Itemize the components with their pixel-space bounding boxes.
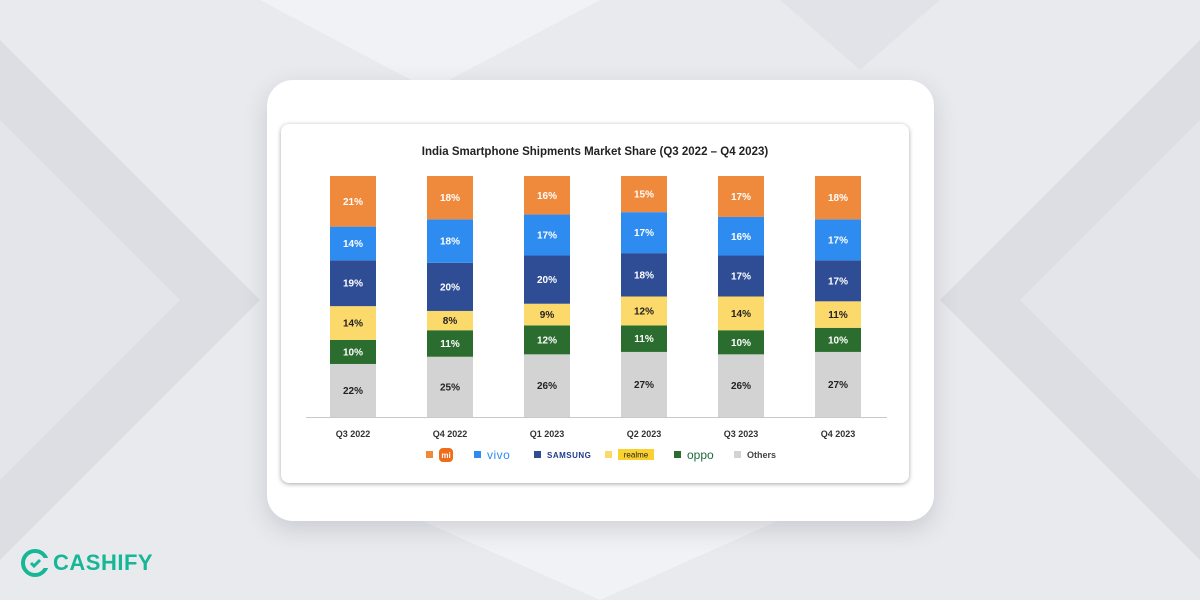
- data-label: 11%: [634, 334, 654, 345]
- legend-label: Others: [747, 450, 776, 460]
- bar-segment-oppo: [621, 325, 667, 352]
- bar-segment-samsung: [815, 260, 861, 302]
- bar-segment-oppo: [524, 325, 570, 355]
- data-label: 25%: [440, 382, 460, 393]
- bar-segment-vivo: [330, 226, 376, 261]
- bar-segment-realme: [815, 301, 861, 328]
- data-label: 27%: [634, 380, 654, 391]
- data-label: 8%: [443, 316, 458, 327]
- bar-segment-samsung: [427, 262, 473, 311]
- data-label: 11%: [440, 339, 460, 350]
- bar-segment-others: [815, 351, 861, 417]
- bar-segment-mi: [718, 176, 764, 217]
- data-label: 10%: [731, 338, 751, 349]
- x-tick-label: Q2 2023: [627, 429, 662, 439]
- cashify-logo-text: CASHIFY: [53, 550, 154, 575]
- data-label: 20%: [537, 275, 557, 286]
- cashify-logo-icon: [21, 549, 50, 577]
- data-label: 17%: [828, 235, 848, 246]
- data-label: 27%: [828, 380, 848, 391]
- bar-segment-vivo: [815, 219, 861, 261]
- bar-segment-vivo: [427, 219, 473, 263]
- chart-panel: [281, 124, 909, 483]
- legend-swatch-vivo: [474, 451, 481, 458]
- bar-segment-samsung: [524, 255, 570, 304]
- legend-label: SAMSUNG: [547, 451, 591, 460]
- data-label: 26%: [537, 381, 557, 392]
- bar-segment-oppo: [330, 339, 376, 364]
- legend-label: vivo: [487, 448, 510, 462]
- bar-segment-oppo: [718, 330, 764, 355]
- bar-segment-samsung: [718, 255, 764, 297]
- data-label: 16%: [731, 232, 751, 243]
- data-label: 20%: [440, 282, 460, 293]
- legend-swatch-others: [734, 451, 741, 458]
- data-label: 26%: [731, 381, 751, 392]
- bar-segment-mi: [621, 176, 667, 213]
- cashify-logo: CASHIFY: [20, 548, 153, 578]
- bar-segment-others: [524, 354, 570, 417]
- bar-segment-others: [621, 351, 667, 417]
- data-label: 14%: [731, 309, 751, 320]
- bar-segment-vivo: [621, 212, 667, 254]
- bar-segment-realme: [524, 303, 570, 326]
- mi-logo-icon: [439, 448, 453, 462]
- legend-swatch-oppo: [674, 451, 681, 458]
- legend-swatch-mi: [426, 451, 433, 458]
- data-label: 17%: [634, 228, 654, 239]
- bar-segment-others: [718, 354, 764, 417]
- data-label: 11%: [828, 310, 848, 321]
- bar-segment-realme: [427, 310, 473, 331]
- data-label: 17%: [731, 272, 751, 283]
- data-label: 9%: [540, 310, 555, 321]
- bar-segment-oppo: [815, 327, 861, 352]
- data-label: 21%: [343, 197, 363, 208]
- bar-segment-others: [330, 363, 376, 417]
- bar-segment-mi: [330, 176, 376, 227]
- x-tick-label: Q3 2023: [724, 429, 759, 439]
- data-label: 14%: [343, 319, 363, 330]
- bar-segment-realme: [330, 306, 376, 340]
- x-tick-label: Q4 2023: [821, 429, 856, 439]
- x-tick-label: Q1 2023: [530, 429, 565, 439]
- bar-segment-vivo: [718, 216, 764, 256]
- legend-label: oppo: [687, 448, 714, 462]
- data-label: 18%: [440, 237, 460, 248]
- data-label: 17%: [731, 192, 751, 203]
- bar-segment-mi: [524, 176, 570, 215]
- bar-segment-vivo: [524, 214, 570, 256]
- x-tick-label: Q4 2022: [433, 429, 468, 439]
- bar-segment-samsung: [330, 260, 376, 307]
- data-label: 18%: [828, 193, 848, 204]
- data-label: 19%: [343, 279, 363, 290]
- legend-swatch-realme: [605, 451, 612, 458]
- bar-segment-mi: [427, 176, 473, 220]
- bar-segment-realme: [621, 296, 667, 326]
- data-label: 12%: [537, 335, 557, 346]
- bar-segment-realme: [718, 296, 764, 331]
- data-label: 12%: [634, 306, 654, 317]
- data-label: 17%: [537, 231, 557, 242]
- legend-swatch-samsung: [534, 451, 541, 458]
- data-label: 17%: [828, 276, 848, 287]
- data-label: 18%: [440, 193, 460, 204]
- chart-title: India Smartphone Shipments Market Share …: [421, 146, 769, 158]
- data-label: 16%: [537, 191, 557, 202]
- data-label: 10%: [828, 335, 848, 346]
- bar-segment-samsung: [621, 253, 667, 297]
- x-tick-label: Q3 2022: [336, 429, 371, 439]
- legend-label: mi: [441, 451, 450, 460]
- data-label: 14%: [343, 239, 363, 250]
- legend-label: realme: [624, 451, 649, 460]
- bar-segment-oppo: [427, 330, 473, 357]
- data-label: 22%: [343, 386, 363, 397]
- data-label: 18%: [634, 270, 654, 281]
- data-label: 15%: [634, 190, 654, 201]
- realme-logo-badge: [618, 449, 654, 460]
- bar-segment-others: [427, 356, 473, 417]
- data-label: 10%: [343, 347, 363, 358]
- bar-segment-mi: [815, 176, 861, 220]
